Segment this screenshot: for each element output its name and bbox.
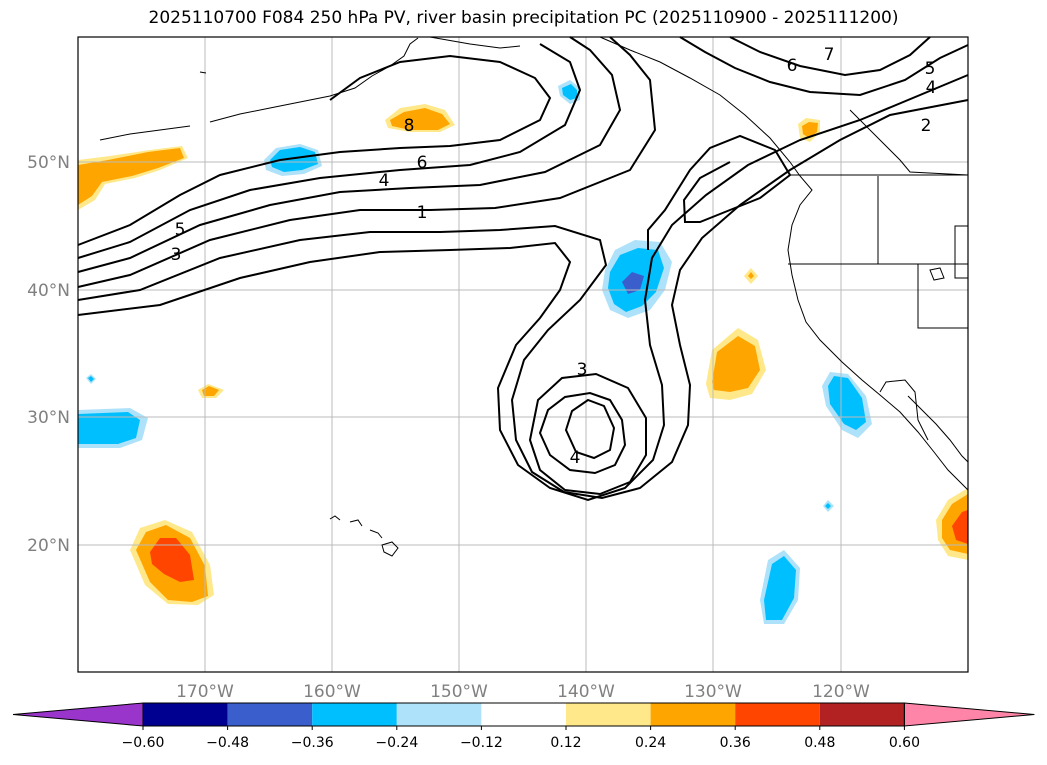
patch-orange-33n <box>706 328 766 400</box>
lon-label: 160°W <box>303 682 361 702</box>
patch-orange-small-41n <box>744 268 758 284</box>
contour-label: 1 <box>417 203 428 223</box>
latitude-labels: 50°N 40°N 30°N 20°N <box>27 153 70 556</box>
colorbar-segment <box>819 703 905 726</box>
colorbar-tick-label: 0.24 <box>635 735 666 751</box>
islands <box>199 71 945 557</box>
lat-label: 20°N <box>27 536 70 556</box>
contour-label: 6 <box>787 56 798 76</box>
patch-blue-16n <box>760 550 800 624</box>
colorbar-extend-low <box>12 702 144 727</box>
colorbar-tick-label: −0.48 <box>206 735 249 751</box>
graticule <box>78 37 968 672</box>
colorbar-extend-high <box>903 702 1035 727</box>
colorbar-outline <box>142 702 905 727</box>
colorbar-tick-label: −0.12 <box>460 735 503 751</box>
pv-contours <box>77 36 969 502</box>
patch-red-19n <box>130 520 214 605</box>
contour-label: 6 <box>417 153 428 173</box>
patch-blue-163w <box>264 144 322 176</box>
patch-blue-tiny-33n <box>86 374 96 384</box>
colorbar-segment <box>566 703 651 726</box>
lat-label: 30°N <box>27 408 70 428</box>
shaded-patches <box>78 80 968 624</box>
colorbar-segment <box>312 703 397 726</box>
colorbar-tick-label: 0.12 <box>550 735 581 751</box>
contour-label: 5 <box>925 59 936 79</box>
colorbar-tick-label: −0.36 <box>291 735 334 751</box>
coastlines <box>99 36 969 491</box>
patch-orange-tiny-32n <box>198 384 224 398</box>
patch-red-mexico <box>936 488 968 560</box>
colorbar-segment <box>396 703 482 726</box>
contour-label: 4 <box>926 78 937 98</box>
contour-label: 2 <box>921 116 932 136</box>
colorbar-tick-label: −0.60 <box>122 735 165 751</box>
contour-label: 7 <box>824 45 835 65</box>
contour-label: 8 <box>404 116 415 136</box>
patch-blue-west-30n <box>78 408 148 448</box>
contour-label: 3 <box>171 245 182 265</box>
patch-blue-40n <box>602 240 672 318</box>
patch-blue-tiny-23n <box>823 500 834 512</box>
lon-label: 120°W <box>812 682 870 702</box>
patch-orange-coast-north <box>798 118 820 142</box>
lon-label: 130°W <box>684 682 742 702</box>
colorbar: −0.60 −0.48 −0.36 −0.24 −0.12 0.12 0.24 0.36 0.4… <box>12 702 1035 751</box>
colorbar-tick-label: −0.24 <box>375 735 418 751</box>
colorbar-segment <box>481 703 566 726</box>
contour-label: 4 <box>379 171 390 191</box>
contour-label: 4 <box>570 448 581 468</box>
patch-orange-aleutian <box>385 104 455 132</box>
colorbar-segment <box>227 703 313 726</box>
contour-label: 5 <box>175 220 186 240</box>
lon-label: 150°W <box>430 682 488 702</box>
lon-label: 170°W <box>176 682 234 702</box>
contour-labels: 7 6 5 4 2 8 6 4 1 5 3 3 4 <box>171 45 937 468</box>
patch-blue-small-north <box>558 80 580 104</box>
colorbar-tick-label: 0.60 <box>889 735 920 751</box>
colorbar-tick-label: 0.48 <box>804 735 835 751</box>
lat-label: 40°N <box>27 281 70 301</box>
longitude-labels: 170°W 160°W 150°W 140°W 130°W 120°W <box>176 682 870 702</box>
colorbar-segment <box>143 703 228 726</box>
figure-title: 2025110700 F084 250 hPa PV, river basin … <box>148 8 899 28</box>
lon-label: 140°W <box>557 682 615 702</box>
colorbar-tick-label: 0.36 <box>720 735 751 751</box>
map-frame <box>77 36 969 673</box>
lat-label: 50°N <box>27 153 70 173</box>
colorbar-segment <box>735 703 820 726</box>
colorbar-segment <box>650 703 736 726</box>
contour-label: 3 <box>577 360 588 380</box>
